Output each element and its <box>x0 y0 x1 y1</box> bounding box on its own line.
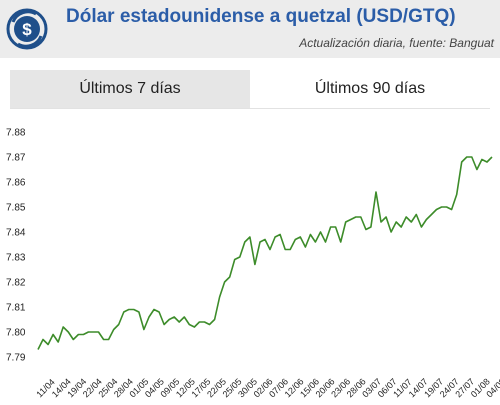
y-axis-ticks: 7.79 7.80 7.81 7.82 7.83 7.84 7.85 7.86 7.87 7.88 <box>6 128 26 364</box>
tab-last-7-days[interactable]: Últimos 7 días <box>10 70 250 108</box>
exchange-rate-chart: 7.79 7.80 7.81 7.82 7.83 7.84 7.85 7.86 7.87 7.88… <box>6 128 500 400</box>
x-axis-ticks: 11/0414/0419/0422/0425/0428/0401/0504/05… <box>34 376 500 399</box>
y-tick-label: 7.81 <box>6 303 26 314</box>
y-tick-label: 7.80 <box>6 328 26 339</box>
page-title: Dólar estadounidense a quetzal (USD/GTQ) <box>66 6 456 27</box>
range-tabs: Últimos 7 días Últimos 90 días <box>10 70 490 109</box>
y-tick-label: 7.82 <box>6 278 26 289</box>
tab-last-90-days[interactable]: Últimos 90 días <box>250 70 490 108</box>
y-tick-label: 7.86 <box>6 178 26 189</box>
y-tick-label: 7.79 <box>6 353 26 364</box>
y-tick-label: 7.84 <box>6 228 26 239</box>
dollar-symbol: $ <box>22 20 32 39</box>
y-tick-label: 7.83 <box>6 253 26 264</box>
y-tick-label: 7.87 <box>6 153 26 164</box>
y-tick-label: 7.85 <box>6 203 26 214</box>
page-subtitle: Actualización diaria, fuente: Banguat <box>299 36 494 50</box>
app-header: $ Dólar estadounidense a quetzal (USD/GT… <box>0 0 500 58</box>
y-tick-label: 7.88 <box>6 128 26 139</box>
dollar-exchange-icon: $ <box>6 8 48 50</box>
series-line <box>37 156 493 350</box>
